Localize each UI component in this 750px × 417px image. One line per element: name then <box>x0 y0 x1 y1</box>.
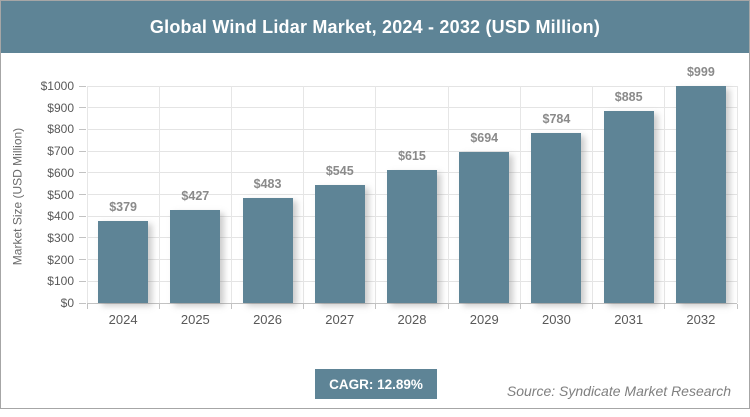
cagr-label: CAGR: 12.89% <box>329 376 423 392</box>
bar-2031 <box>603 110 654 303</box>
bar-value-label: $427 <box>181 189 210 204</box>
bar-value-label: $545 <box>325 163 354 178</box>
bar-value-label: $379 <box>109 199 138 214</box>
bar-value-label: $615 <box>398 148 426 163</box>
y-tick-mark <box>79 215 86 217</box>
bar-2030 <box>531 132 582 303</box>
x-tick-mark <box>230 304 232 309</box>
v-gridline <box>375 86 377 303</box>
x-tick-mark <box>86 304 88 309</box>
x-tick-mark <box>736 304 738 309</box>
bar-2027 <box>314 184 365 303</box>
x-tick-mark <box>592 304 594 309</box>
y-tick-label: $300 <box>47 230 74 245</box>
x-axis-label-2027: 2027 <box>325 312 355 327</box>
x-axis-label-2026: 2026 <box>253 312 282 327</box>
bar-value-label: $999 <box>686 65 715 80</box>
y-tick-label: $700 <box>47 144 74 159</box>
y-tick-mark <box>79 128 86 130</box>
x-tick-mark <box>375 304 377 309</box>
y-tick-mark <box>79 237 86 239</box>
v-gridline <box>664 86 666 303</box>
bar-2029 <box>459 152 510 303</box>
y-tick-label: $600 <box>47 165 74 180</box>
y-tick-label: $900 <box>47 100 74 115</box>
y-tick-mark <box>79 280 86 282</box>
x-tick-mark <box>664 304 666 309</box>
y-tick-label: $200 <box>47 252 74 267</box>
x-axis-line <box>87 302 737 304</box>
chart-title: Global Wind Lidar Market, 2024 - 2032 (U… <box>149 16 601 37</box>
y-tick-label: $500 <box>47 187 74 202</box>
y-tick-mark <box>79 259 86 261</box>
x-axis-label-2031: 2031 <box>614 312 644 327</box>
v-gridline <box>592 86 594 303</box>
cagr-badge: CAGR: 12.89% <box>315 369 437 399</box>
y-tick-mark <box>79 194 86 195</box>
bar-2028 <box>387 169 437 303</box>
v-gridline <box>736 86 738 303</box>
h-gridline <box>87 150 737 152</box>
y-tick-label: $100 <box>47 274 74 289</box>
y-tick-label: $400 <box>47 209 74 224</box>
v-gridline <box>519 86 521 303</box>
x-axis-label-2029: 2029 <box>469 312 499 327</box>
x-tick-mark <box>519 304 521 309</box>
x-tick-mark <box>447 304 449 309</box>
x-tick-mark <box>158 304 160 309</box>
bar-2026 <box>242 198 293 303</box>
bar-value-label: $483 <box>253 177 282 192</box>
bar-2025 <box>170 210 221 303</box>
chart-title-bar: Global Wind Lidar Market, 2024 - 2032 (U… <box>1 1 749 53</box>
y-tick-mark <box>79 302 86 304</box>
v-gridline <box>303 86 305 303</box>
y-tick-label: $0 <box>60 296 74 310</box>
h-gridline <box>87 85 737 87</box>
y-tick-label: $800 <box>47 122 74 137</box>
v-gridline <box>158 86 160 303</box>
y-tick-mark <box>79 107 86 109</box>
bar-2024 <box>98 220 149 303</box>
x-axis-label-2024: 2024 <box>108 312 138 327</box>
bar-value-label: $694 <box>470 131 499 146</box>
x-tick-mark <box>303 304 305 309</box>
v-gridline <box>86 86 88 303</box>
x-axis-label-2025: 2025 <box>180 312 210 327</box>
x-axis-label-2030: 2030 <box>541 312 571 327</box>
y-tick-mark <box>79 85 86 87</box>
y-tick-mark <box>79 172 86 174</box>
h-gridline <box>87 128 737 130</box>
h-gridline <box>87 107 737 109</box>
y-tick-mark <box>79 150 86 152</box>
v-gridline <box>230 86 232 303</box>
v-gridline <box>447 86 449 303</box>
bar-2032 <box>675 86 726 303</box>
bar-value-label: $784 <box>542 111 571 126</box>
y-tick-label: $1000 <box>40 79 74 93</box>
source-text: Source: Syndicate Market Research <box>506 383 731 399</box>
x-axis-label-2028: 2028 <box>397 312 427 327</box>
bar-value-label: $885 <box>614 89 643 104</box>
x-axis-label-2032: 2032 <box>686 312 716 327</box>
